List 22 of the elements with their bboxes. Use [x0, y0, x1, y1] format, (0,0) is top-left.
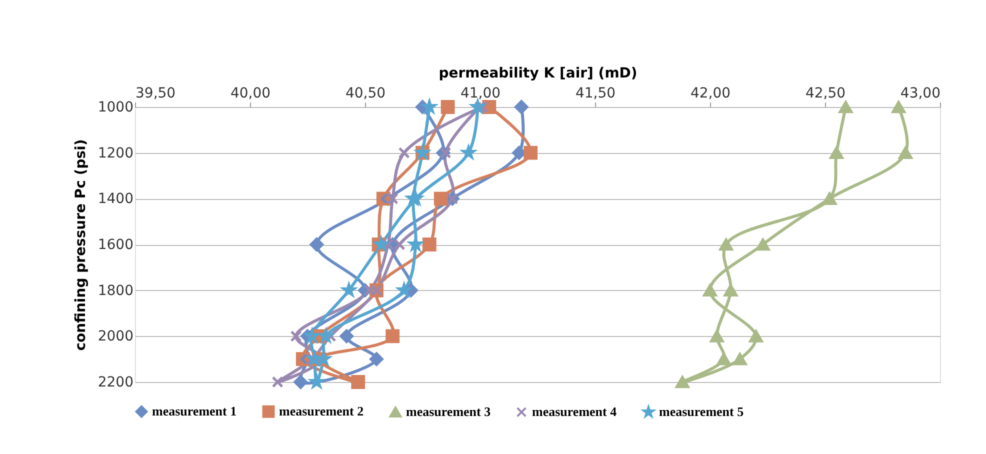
x-tick-label: 41,50 [575, 86, 616, 102]
legend-label: measurement 1 [152, 404, 237, 419]
legend-label: measurement 3 [406, 404, 492, 419]
y-tick-label: 1000 [98, 100, 134, 116]
legend-label: measurement 4 [532, 404, 618, 420]
x-tick-label: 40,50 [345, 86, 386, 102]
x-tick-label: 43,00 [900, 86, 940, 102]
y-tick-label: 1400 [98, 191, 134, 208]
legend-label: measurement 2 [279, 404, 364, 419]
y-tick-label: 2200 [98, 374, 134, 390]
y-tick-label: 1600 [98, 237, 134, 253]
x-tick-label: 40,00 [230, 86, 271, 102]
x-axis-title: permeability K [air] (mD) [438, 66, 638, 82]
legend-label: measurement 5 [659, 404, 744, 420]
y-tick-label: 1200 [98, 145, 134, 162]
y-tick-label: 1800 [98, 282, 134, 299]
y-axis-title: confining pressure Pc (psi) [72, 139, 89, 351]
x-tick-label: 39,50 [136, 86, 176, 102]
x-tick-label: 41,00 [460, 86, 501, 102]
y-tick-label: 2000 [98, 328, 134, 345]
x-tick-label: 42,50 [805, 86, 846, 102]
x-tick-label: 42,00 [690, 86, 731, 102]
